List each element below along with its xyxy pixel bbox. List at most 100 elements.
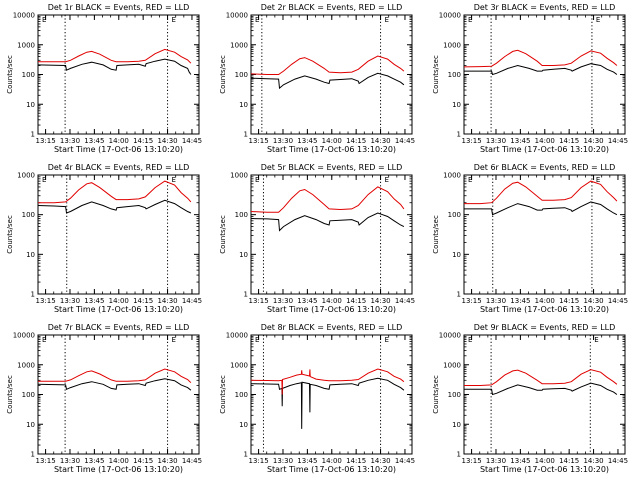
x-tick-label: 13:30 <box>486 457 506 465</box>
x-tick-label: 13:45 <box>297 297 317 305</box>
corner-mark: E <box>385 16 389 24</box>
y-tick-label: 1 <box>244 451 248 459</box>
detector-chart-8: Det 8r BLACK = Events, RED = LLD 1 10 100 10… <box>219 323 415 474</box>
y-axis-title: Counts/sec <box>219 55 227 94</box>
corner-mark: E <box>594 336 598 344</box>
y-tick-label: 1000 <box>230 172 248 180</box>
x-axis-title: Start Time (17-Oct-06 13:10:20) <box>480 305 609 314</box>
detector-chart-7: Det 7r BLACK = Events, RED = LLD 1 10 100 10… <box>6 323 202 474</box>
series-events-line <box>250 72 405 90</box>
x-tick-label: 13:30 <box>60 297 80 305</box>
y-axis-title: Counts/sec <box>432 375 440 414</box>
y-tick-label: 10 <box>26 101 35 109</box>
series-events-line <box>464 382 618 396</box>
x-tick-label: 14:15 <box>346 297 366 305</box>
x-tick-label: 14:00 <box>322 137 342 145</box>
y-tick-label: 10000 <box>226 332 248 340</box>
x-tick-label: 13:15 <box>248 137 268 145</box>
corner-mark: E <box>255 16 259 24</box>
detector-panel-6: Det 6r BLACK = Events, RED = LLD 1 10 100 10… <box>426 160 639 320</box>
x-tick-label: 14:30 <box>370 137 390 145</box>
x-axis-title: Start Time (17-Oct-06 13:10:20) <box>480 145 609 154</box>
y-tick-label: 100 <box>235 391 248 399</box>
x-tick-label: 13:45 <box>84 297 104 305</box>
x-tick-label: 13:30 <box>273 297 293 305</box>
x-tick-label: 14:30 <box>583 137 603 145</box>
corner-mark: E <box>172 336 176 344</box>
y-axis-title: Counts/sec <box>432 215 440 254</box>
plot-frame <box>463 334 626 455</box>
detector-panel-4: Det 4r BLACK = Events, RED = LLD 1 10 100 10… <box>0 160 213 320</box>
plot-frame <box>37 14 200 135</box>
panel-title: Det 5r BLACK = Events, RED = LLD <box>261 163 403 172</box>
x-tick-label: 14:15 <box>133 457 153 465</box>
y-axis-title: Counts/sec <box>6 55 14 94</box>
x-tick-label: 14:15 <box>346 457 366 465</box>
y-tick-label: 10 <box>452 421 461 429</box>
y-tick-label: 1 <box>244 291 248 299</box>
x-tick-label: 13:45 <box>297 457 317 465</box>
x-tick-label: 13:15 <box>461 137 481 145</box>
plot-frame <box>463 174 626 295</box>
corner-mark: E <box>42 16 46 24</box>
y-tick-label: 1000 <box>230 41 248 49</box>
corner-mark: E <box>596 176 600 184</box>
y-tick-label: 10 <box>239 101 248 109</box>
series-events-line <box>250 212 405 232</box>
y-tick-label: 10000 <box>13 12 35 20</box>
corner-mark: E <box>255 336 259 344</box>
x-tick-label: 13:30 <box>273 137 293 145</box>
x-tick-label: 13:30 <box>60 457 80 465</box>
x-tick-label: 13:15 <box>35 457 55 465</box>
detector-chart-9: Det 9r BLACK = Events, RED = LLD 1 10 100 10… <box>432 323 628 474</box>
corner-mark: E <box>172 176 176 184</box>
y-tick-label: 100 <box>22 71 35 79</box>
y-tick-label: 10 <box>239 421 248 429</box>
y-tick-label: 10 <box>452 251 461 259</box>
y-axis-title: Counts/sec <box>6 215 14 254</box>
x-axis-title: Start Time (17-Oct-06 13:10:20) <box>267 305 396 314</box>
detector-panel-2: Det 2r BLACK = Events, RED = LLD 1 10 100 10… <box>213 0 426 160</box>
detector-panel-1: Det 1r BLACK = Events, RED = LLD 1 10 100 10… <box>0 0 213 160</box>
x-tick-label: 14:15 <box>559 297 579 305</box>
x-tick-label: 14:15 <box>559 457 579 465</box>
x-tick-label: 14:15 <box>133 297 153 305</box>
x-tick-label: 14:00 <box>322 297 342 305</box>
x-tick-label: 14:30 <box>583 457 603 465</box>
x-tick-label: 14:00 <box>109 297 129 305</box>
panel-title: Det 3r BLACK = Events, RED = LLD <box>474 3 616 12</box>
y-tick-label: 100 <box>235 211 248 219</box>
x-tick-label: 13:45 <box>510 137 530 145</box>
y-tick-label: 1000 <box>443 361 461 369</box>
panel-title: Det 4r BLACK = Events, RED = LLD <box>48 163 190 172</box>
x-tick-label: 14:30 <box>370 457 390 465</box>
corner-mark: E <box>42 336 46 344</box>
panel-title: Det 6r BLACK = Events, RED = LLD <box>474 163 616 172</box>
series-lld-line <box>38 368 192 384</box>
y-tick-label: 1 <box>244 131 248 139</box>
x-tick-label: 14:15 <box>559 137 579 145</box>
x-tick-label: 14:30 <box>157 297 177 305</box>
x-tick-label: 13:15 <box>35 297 55 305</box>
series-events-line <box>37 58 192 75</box>
series-events-line <box>250 377 405 429</box>
y-tick-label: 1000 <box>17 361 35 369</box>
plot-frame <box>463 14 626 135</box>
plot-frame <box>250 174 413 295</box>
x-axis-title: Start Time (17-Oct-06 13:10:20) <box>54 465 183 474</box>
x-tick-label: 14:00 <box>535 457 555 465</box>
x-tick-label: 14:45 <box>182 137 202 145</box>
y-tick-label: 1 <box>457 451 461 459</box>
y-tick-label: 1 <box>457 131 461 139</box>
corner-mark: E <box>468 16 472 24</box>
y-tick-label: 1 <box>31 131 35 139</box>
detector-chart-5: Det 5r BLACK = Events, RED = LLD 1 10 100 10… <box>219 163 415 314</box>
y-tick-label: 10 <box>26 251 35 259</box>
x-axis-title: Start Time (17-Oct-06 13:10:20) <box>267 145 396 154</box>
corner-mark: E <box>385 176 389 184</box>
panel-title: Det 9r BLACK = Events, RED = LLD <box>474 323 616 332</box>
x-tick-label: 13:15 <box>461 297 481 305</box>
x-tick-label: 13:15 <box>35 137 55 145</box>
series-lld-line <box>38 180 192 204</box>
series-lld-line <box>250 368 405 395</box>
